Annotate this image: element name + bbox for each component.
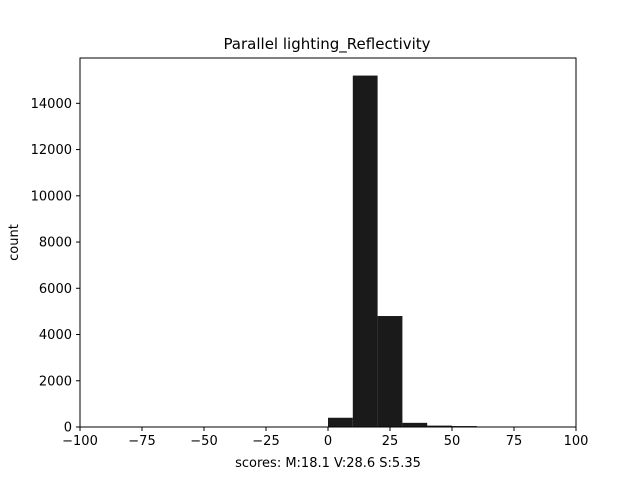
y-axis-label: count [7, 224, 22, 261]
plot-frame [79, 57, 577, 428]
histogram-bar-2 [377, 316, 403, 427]
y-tick-label: 8000 [39, 236, 72, 251]
bars-layer [328, 75, 477, 428]
x-axis-label: scores: M:18.1 V:28.6 S:5.35 [235, 456, 421, 471]
x-tick-label: −75 [128, 434, 155, 449]
ticks-layer: −100 −75 −50 −25 0 25 50 75 100 0 2000 4000 6000 8000… [31, 97, 589, 449]
x-tick-label: 100 [564, 434, 589, 449]
x-tick-label: 0 [324, 434, 332, 449]
y-tick-label: 10000 [31, 189, 72, 204]
x-tick-label: −25 [252, 434, 279, 449]
x-tick-label: 75 [506, 434, 523, 449]
x-tick-label: 50 [444, 434, 461, 449]
y-tick-label: 14000 [31, 97, 72, 112]
histogram-bar-0 [328, 417, 353, 427]
y-tick-label: 2000 [39, 374, 72, 389]
y-tick-label: 4000 [39, 328, 72, 343]
histogram-bar-1 [352, 75, 378, 428]
x-tick-label: −100 [62, 434, 98, 449]
y-tick-label: 12000 [31, 143, 72, 158]
histogram-bar-4 [427, 425, 452, 427]
x-tick-label: −50 [190, 434, 217, 449]
x-tick-label: 25 [382, 434, 399, 449]
y-tick-label: 6000 [39, 282, 72, 297]
histogram-bar-3 [402, 422, 428, 427]
chart-title: Parallel lighting_Reflectivity [223, 35, 430, 54]
y-tick-label: 0 [64, 421, 72, 436]
